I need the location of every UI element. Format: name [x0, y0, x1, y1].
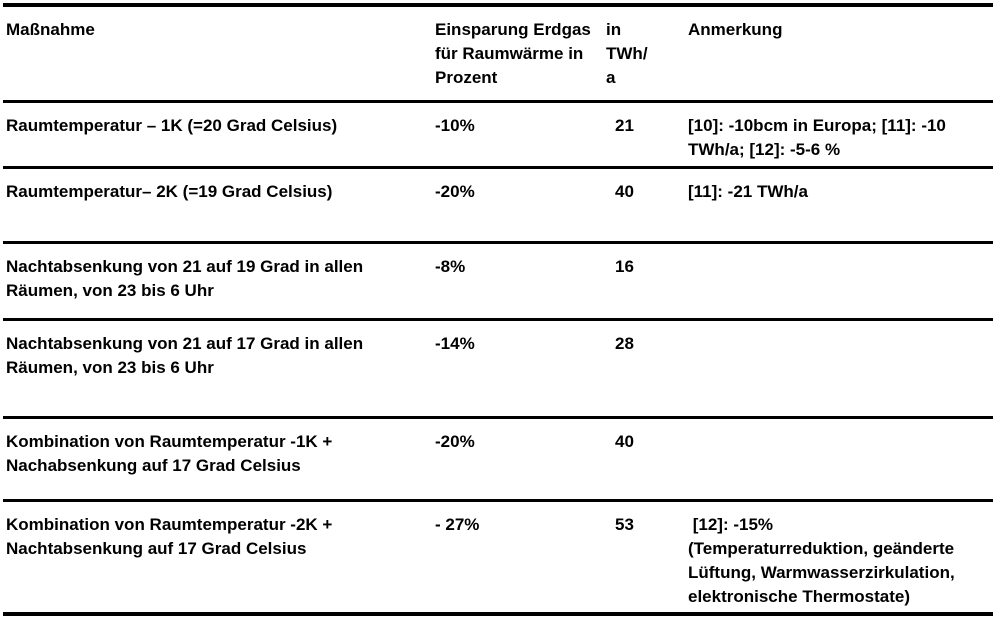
cell-einsparung: -14% [435, 334, 475, 353]
table-row: Nachtabsenkung von 21 auf 17 Grad in all… [3, 321, 993, 419]
cell-massnahme: Nachtabsenkung von 21 auf 19 Grad in all… [6, 257, 364, 300]
column-header-twh: in TWh/ a [606, 20, 648, 87]
cell-einsparung: - 27% [435, 515, 480, 534]
cell-anmerkung [688, 419, 993, 499]
column-header-massnahme: Maßnahme [6, 20, 95, 39]
cell-einsparung: -10% [435, 116, 475, 135]
cell-massnahme: Raumtemperatur– 2K (=19 Grad Celsius) [6, 182, 333, 201]
cell-massnahme: Nachtabsenkung von 21 auf 17 Grad in all… [6, 334, 364, 377]
gas-savings-table: Maßnahme Einsparung Erdgas für Raumwärme… [3, 3, 993, 616]
cell-anmerkung: [12]: -15% (Temperaturreduktion, geänder… [688, 515, 955, 606]
table-header-row: Maßnahme Einsparung Erdgas für Raumwärme… [3, 7, 993, 103]
table-row: Kombination von Raumtemperatur -1K + Nac… [3, 419, 993, 502]
cell-massnahme: Kombination von Raumtemperatur -1K + Nac… [6, 432, 333, 475]
cell-twh: 40 [615, 432, 634, 451]
table-row: Raumtemperatur– 2K (=19 Grad Celsius) -2… [3, 169, 993, 244]
cell-einsparung: -8% [435, 257, 466, 276]
cell-anmerkung [688, 244, 993, 318]
cell-anmerkung [688, 321, 993, 416]
cell-massnahme: Kombination von Raumtemperatur -2K + Nac… [6, 515, 333, 558]
cell-anmerkung: [10]: -10bcm in Europa; [11]: -10 TWh/a;… [688, 116, 946, 159]
table-row: Raumtemperatur – 1K (=20 Grad Celsius) -… [3, 103, 993, 169]
cell-anmerkung: [11]: -21 TWh/a [688, 182, 808, 201]
cell-einsparung: -20% [435, 182, 475, 201]
cell-twh: 40 [615, 182, 634, 201]
table-row: Nachtabsenkung von 21 auf 19 Grad in all… [3, 244, 993, 321]
cell-einsparung: -20% [435, 432, 475, 451]
cell-massnahme: Raumtemperatur – 1K (=20 Grad Celsius) [6, 116, 338, 135]
cell-twh: 53 [615, 515, 634, 534]
table-row: Kombination von Raumtemperatur -2K + Nac… [3, 502, 993, 612]
column-header-anmerkung: Anmerkung [688, 20, 783, 39]
cell-twh: 21 [615, 116, 634, 135]
cell-twh: 28 [615, 334, 634, 353]
column-header-einsparung: Einsparung Erdgas für Raumwärme in Proze… [435, 20, 591, 87]
cell-twh: 16 [615, 257, 634, 276]
